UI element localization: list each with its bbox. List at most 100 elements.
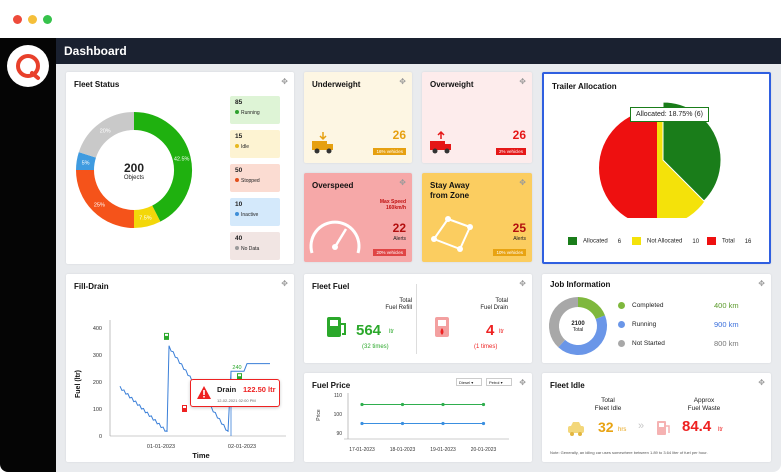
donut-total: 200 — [123, 161, 145, 175]
move-icon[interactable]: ✥ — [399, 178, 406, 187]
fleet-status-card: Fleet Status ✥ 42.5% 7.5% 25% 5% 20% 200 Obj… — [66, 72, 294, 264]
card-title: Fleet Fuel — [312, 282, 350, 291]
price-point[interactable] — [441, 402, 445, 407]
job-value: 400 km — [714, 301, 739, 310]
legend-swatch — [568, 237, 577, 245]
drain-unit: ltr — [499, 329, 504, 335]
donut-segment[interactable] — [76, 152, 97, 171]
donut-segment[interactable] — [76, 169, 135, 228]
popup-value: 122.50 ltr — [243, 385, 276, 394]
waste-label: Approx Fuel Waste — [687, 397, 721, 412]
price-point[interactable] — [481, 421, 486, 426]
job-label: Running — [632, 321, 657, 328]
refill-value: 564 — [356, 322, 382, 339]
x-tick-label: 01-01-2023 — [147, 444, 175, 450]
drain-label: Total Fuel Drain — [480, 298, 508, 311]
pie-slice-total[interactable] — [599, 110, 657, 218]
price-point[interactable] — [441, 421, 445, 426]
car-icon — [568, 422, 584, 436]
popup-date: 12-02-2021 02:00 PM — [217, 398, 256, 403]
job-dot — [618, 321, 625, 328]
overspeed-max: Max Speed 160km/h — [379, 199, 406, 211]
job-donut-segment[interactable] — [558, 315, 607, 355]
card-title: Fuel Price — [312, 381, 351, 390]
stay-away-card[interactable]: Stay Away from Zone ✥ 25 Alerts 10% vehi… — [422, 173, 532, 262]
legend-count: 16 — [744, 238, 752, 245]
legend-item: Not Allocated 10 — [632, 237, 699, 245]
status-count: 50 — [235, 167, 243, 174]
drain-pump-icon[interactable] — [182, 405, 187, 412]
status-label: Stopped — [241, 178, 260, 184]
move-icon[interactable]: ✥ — [758, 279, 765, 288]
close-dot[interactable] — [13, 15, 22, 24]
price-point[interactable] — [400, 421, 405, 426]
overspeed-badge: 20% vehicles — [373, 249, 406, 256]
move-icon[interactable]: ✥ — [399, 77, 406, 86]
select-value: Petrol — [489, 380, 500, 385]
status-item[interactable]: 50 Stopped — [230, 164, 280, 192]
move-icon[interactable]: ✥ — [281, 279, 288, 288]
refill-pump-icon[interactable] — [237, 373, 242, 381]
drain-popup[interactable]: Drain 122.50 ltr 12-02-2021 02:00 PM — [190, 379, 280, 407]
idle-value: 32 — [598, 419, 614, 435]
page-title: Dashboard — [64, 44, 127, 58]
x-tick-label: 20-01-2023 — [471, 447, 497, 453]
job-value-unit: km — [728, 339, 739, 348]
pie-tooltip: Allocated: 18.75% (6) — [630, 107, 709, 122]
status-item[interactable]: 40 No Data — [230, 232, 280, 260]
job-value-unit: km — [728, 320, 739, 329]
minimize-dot[interactable] — [28, 15, 37, 24]
price-point[interactable] — [360, 402, 364, 407]
job-donut-segment[interactable] — [577, 297, 605, 320]
job-donut-segment[interactable] — [549, 297, 579, 348]
drain-times: (1 times) — [474, 344, 498, 350]
donut-segment[interactable] — [133, 112, 192, 222]
segment-label: 20% — [100, 128, 111, 134]
job-value: 900 km — [714, 320, 739, 329]
price-point[interactable] — [481, 402, 486, 407]
move-icon[interactable]: ✥ — [519, 178, 526, 187]
status-item[interactable]: 85 Running — [230, 96, 280, 124]
status-dot — [235, 178, 239, 182]
legend-item: Allocated 6 — [568, 237, 621, 245]
job-value-unit: km — [728, 301, 739, 310]
maximize-dot[interactable] — [43, 15, 52, 24]
fuel-type-select-1[interactable]: Diesel ▾ — [456, 378, 482, 386]
status-item[interactable]: 15 Idle — [230, 130, 280, 158]
underweight-card[interactable]: Underweight ✥ 26 16% vehicles — [304, 72, 412, 163]
app-logo[interactable] — [7, 45, 49, 87]
job-dot — [618, 340, 625, 347]
status-item[interactable]: 10 Inactive — [230, 198, 280, 226]
stay-away-alerts-label: Alerts — [513, 236, 526, 242]
y-tick-label: 0 — [99, 434, 102, 440]
card-title: Fleet Status — [74, 80, 120, 89]
fuel-level-line — [119, 345, 270, 432]
move-icon[interactable]: ✥ — [519, 279, 526, 288]
donut-segment[interactable] — [78, 112, 135, 159]
y-tick-label: 100 — [93, 407, 102, 413]
refill-label: Total Fuel Refill — [385, 298, 412, 311]
y-tick-label: 300 — [93, 353, 102, 359]
overweight-card[interactable]: Overweight ✥ 26 2% vehicles — [422, 72, 532, 163]
x-tick-label: 18-01-2023 — [390, 447, 416, 453]
price-point[interactable] — [400, 402, 405, 407]
refill-pump-icon[interactable] — [164, 332, 169, 340]
card-title: Underweight — [312, 80, 361, 89]
underweight-value: 26 — [392, 128, 406, 142]
x-axis-label: Time — [192, 451, 209, 460]
donut-segment[interactable] — [133, 205, 161, 228]
move-icon[interactable]: ✥ — [519, 378, 526, 387]
speedometer-icon — [309, 220, 361, 254]
underweight-badge: 16% vehicles — [373, 148, 406, 155]
sidebar — [0, 38, 56, 472]
arrows-icon: » — [638, 420, 645, 432]
move-icon[interactable]: ✥ — [281, 77, 288, 86]
price-point[interactable] — [360, 421, 364, 426]
move-icon[interactable]: ✥ — [758, 378, 765, 387]
fuel-type-select-2[interactable]: Petrol ▾ — [486, 378, 512, 386]
pie-slice-allocated[interactable] — [662, 101, 722, 202]
overspeed-card[interactable]: Overspeed ✥ Max Speed 160km/h 22 Alerts … — [304, 173, 412, 262]
job-item: Not Started 800 km — [618, 339, 758, 349]
job-information-card: Job Information ✥ 2100 Total Completed 40… — [542, 274, 771, 363]
move-icon[interactable]: ✥ — [519, 77, 526, 86]
